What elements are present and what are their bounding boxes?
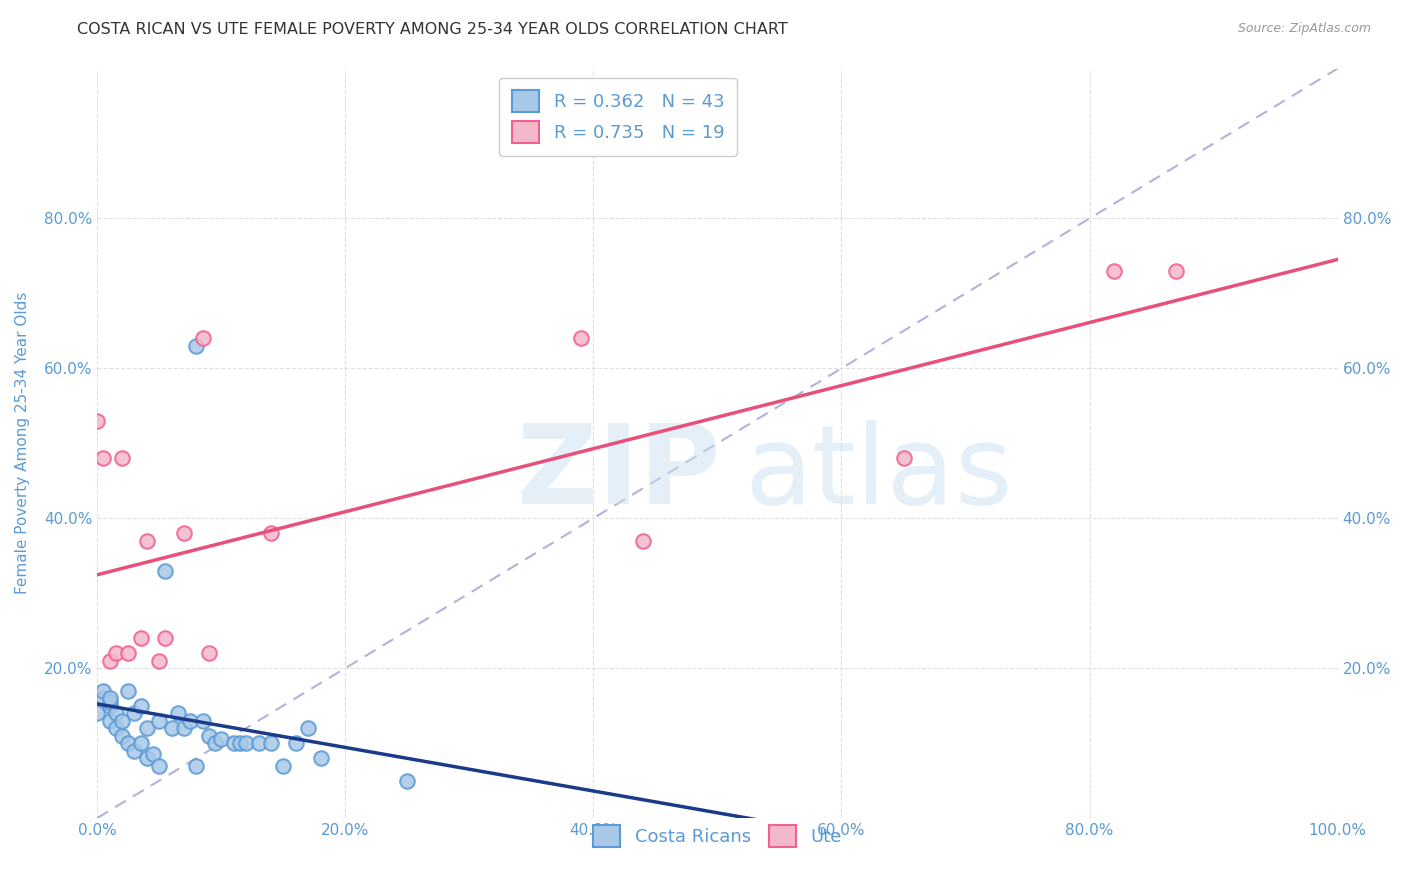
- Point: [93, 451, 115, 466]
- Point: [186, 758, 208, 772]
- Point: [173, 526, 195, 541]
- Point: [129, 736, 152, 750]
- Point: [104, 646, 127, 660]
- Point: [93, 683, 115, 698]
- Point: [135, 533, 157, 548]
- Point: [191, 331, 214, 345]
- Point: [229, 736, 252, 750]
- Y-axis label: Female Poverty Among 25-34 Year Olds: Female Poverty Among 25-34 Year Olds: [15, 292, 30, 594]
- Point: [104, 706, 127, 720]
- Text: Source: ZipAtlas.com: Source: ZipAtlas.com: [1237, 22, 1371, 36]
- Point: [111, 451, 134, 466]
- Point: [129, 631, 152, 645]
- Point: [235, 736, 257, 750]
- Point: [117, 683, 139, 698]
- Point: [209, 732, 232, 747]
- Point: [98, 654, 121, 668]
- Point: [186, 339, 208, 353]
- Point: [111, 714, 134, 728]
- Point: [247, 736, 270, 750]
- Point: [297, 721, 319, 735]
- Point: [98, 695, 121, 709]
- Point: [1166, 264, 1188, 278]
- Point: [155, 631, 177, 645]
- Point: [191, 714, 214, 728]
- Point: [135, 751, 157, 765]
- Point: [260, 736, 283, 750]
- Point: [142, 747, 165, 762]
- Point: [111, 729, 134, 743]
- Point: [167, 706, 190, 720]
- Point: [98, 714, 121, 728]
- Point: [148, 758, 170, 772]
- Point: [309, 751, 332, 765]
- Point: [86, 414, 108, 428]
- Point: [129, 698, 152, 713]
- Point: [135, 721, 157, 735]
- Legend: Costa Ricans, Ute: Costa Ricans, Ute: [586, 818, 849, 854]
- Point: [893, 451, 915, 466]
- Point: [98, 691, 121, 706]
- Point: [86, 706, 108, 720]
- Point: [396, 773, 419, 788]
- Point: [631, 533, 654, 548]
- Point: [148, 654, 170, 668]
- Point: [160, 721, 183, 735]
- Text: COSTA RICAN VS UTE FEMALE POVERTY AMONG 25-34 YEAR OLDS CORRELATION CHART: COSTA RICAN VS UTE FEMALE POVERTY AMONG …: [77, 22, 789, 37]
- Point: [124, 743, 146, 757]
- Point: [93, 691, 115, 706]
- Point: [148, 714, 170, 728]
- Point: [1104, 264, 1126, 278]
- Point: [260, 526, 283, 541]
- Point: [155, 564, 177, 578]
- Point: [222, 736, 245, 750]
- Point: [98, 698, 121, 713]
- Point: [117, 646, 139, 660]
- Point: [271, 758, 294, 772]
- Point: [569, 331, 592, 345]
- Point: [198, 729, 221, 743]
- Point: [104, 721, 127, 735]
- Point: [124, 706, 146, 720]
- Point: [179, 714, 201, 728]
- Text: ZIP: ZIP: [516, 420, 720, 527]
- Text: atlas: atlas: [744, 420, 1012, 527]
- Point: [204, 736, 226, 750]
- Point: [173, 721, 195, 735]
- Point: [117, 736, 139, 750]
- Point: [198, 646, 221, 660]
- Point: [284, 736, 307, 750]
